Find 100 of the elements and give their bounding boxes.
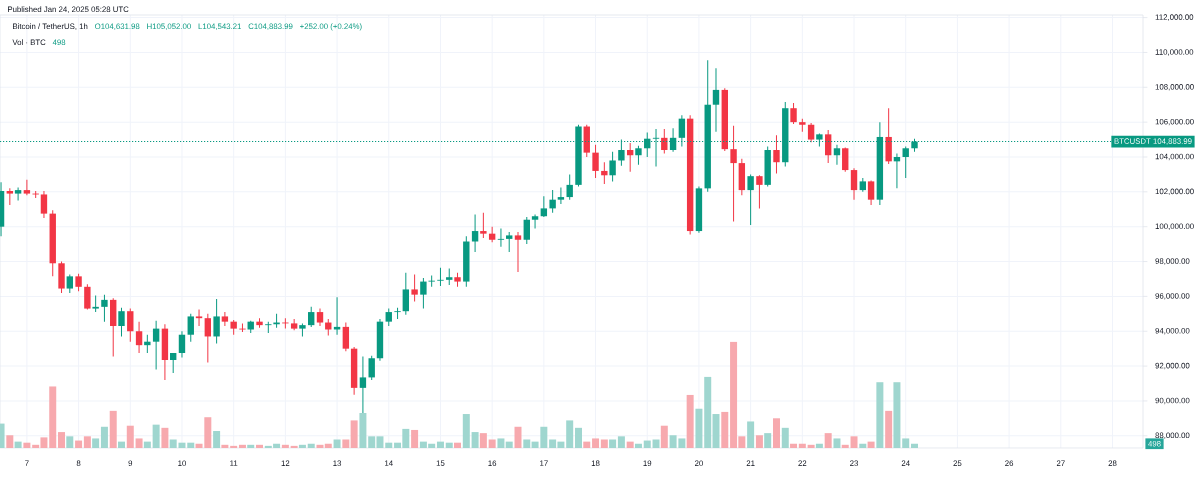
bar [902, 438, 910, 448]
bar [479, 433, 487, 448]
bar [721, 411, 729, 448]
bar [514, 426, 522, 448]
candlestick [428, 274, 435, 288]
bar [100, 426, 108, 448]
bar [350, 420, 358, 448]
bar [617, 436, 625, 448]
candlestick [342, 322, 350, 352]
candlestick [204, 313, 212, 364]
candlestick [437, 267, 444, 287]
bar [281, 444, 289, 448]
bar [867, 441, 875, 448]
bar [833, 438, 841, 448]
bar [23, 442, 31, 448]
candlestick [540, 195, 548, 218]
candlestick [531, 213, 539, 229]
bar [781, 427, 789, 448]
candlestick [144, 334, 151, 354]
candlestick [824, 129, 832, 164]
candlestick [152, 320, 160, 371]
candlestick [118, 307, 125, 337]
candlestick [368, 355, 375, 381]
candlestick [221, 311, 229, 327]
bar [798, 443, 806, 448]
bar [652, 439, 660, 448]
bar [256, 444, 264, 448]
candlestick [14, 186, 22, 202]
candlestick [127, 308, 134, 343]
candlestick [773, 134, 780, 175]
candlestick [686, 114, 694, 236]
bar [454, 442, 462, 448]
bar [747, 421, 755, 448]
bar [152, 424, 160, 448]
bar [764, 433, 772, 448]
bar [221, 444, 229, 448]
bar [790, 443, 798, 448]
candlestick [506, 231, 513, 253]
bar [436, 441, 444, 448]
candlestick [635, 145, 642, 166]
candlestick [376, 318, 384, 362]
bar [135, 438, 143, 448]
bar [126, 425, 134, 448]
candlestick [609, 151, 616, 182]
candlestick [66, 274, 73, 294]
bar [75, 440, 83, 448]
candlestick [110, 297, 117, 358]
candlestick [601, 161, 608, 185]
candlestick [842, 146, 849, 173]
bar [583, 441, 591, 448]
bar [58, 432, 66, 448]
candlestick [747, 173, 754, 226]
bar [643, 440, 651, 448]
candlestick [187, 313, 194, 343]
candlestick [549, 189, 556, 214]
bar [462, 414, 470, 448]
candlestick [695, 186, 703, 234]
bar [850, 436, 858, 448]
candlestick [833, 144, 841, 166]
candlestick [101, 294, 108, 323]
bar [592, 438, 600, 448]
candlestick [730, 125, 737, 222]
bar [445, 442, 453, 448]
bar [497, 438, 505, 448]
bar [187, 442, 195, 448]
bar [143, 441, 151, 448]
candlestick [626, 142, 634, 173]
bar [566, 420, 574, 448]
candlestick [867, 180, 875, 206]
bar [83, 436, 91, 448]
bar [893, 382, 901, 448]
candlestick [213, 298, 220, 344]
bar [505, 441, 513, 448]
bar [841, 444, 849, 448]
bar [333, 439, 341, 448]
bar [342, 439, 350, 448]
bar [298, 444, 306, 448]
bar [359, 412, 367, 448]
candlestick [169, 352, 177, 374]
bar [807, 444, 815, 448]
candlestick [738, 158, 746, 196]
candlestick [178, 330, 186, 358]
bar [660, 425, 668, 448]
bar [634, 443, 642, 448]
candlestick [661, 128, 668, 155]
candlestick [592, 144, 599, 179]
bar [247, 444, 255, 448]
candlestick [850, 167, 858, 201]
bar [411, 429, 419, 448]
candlestick [84, 283, 91, 310]
candlestick [463, 235, 470, 288]
candlestick [402, 272, 410, 316]
bar [885, 410, 893, 448]
bar [109, 410, 117, 448]
bar [213, 431, 221, 448]
candlestick [514, 231, 522, 273]
bar [574, 427, 582, 448]
bar [686, 394, 694, 448]
bar [471, 432, 479, 448]
candlestick [23, 179, 31, 196]
